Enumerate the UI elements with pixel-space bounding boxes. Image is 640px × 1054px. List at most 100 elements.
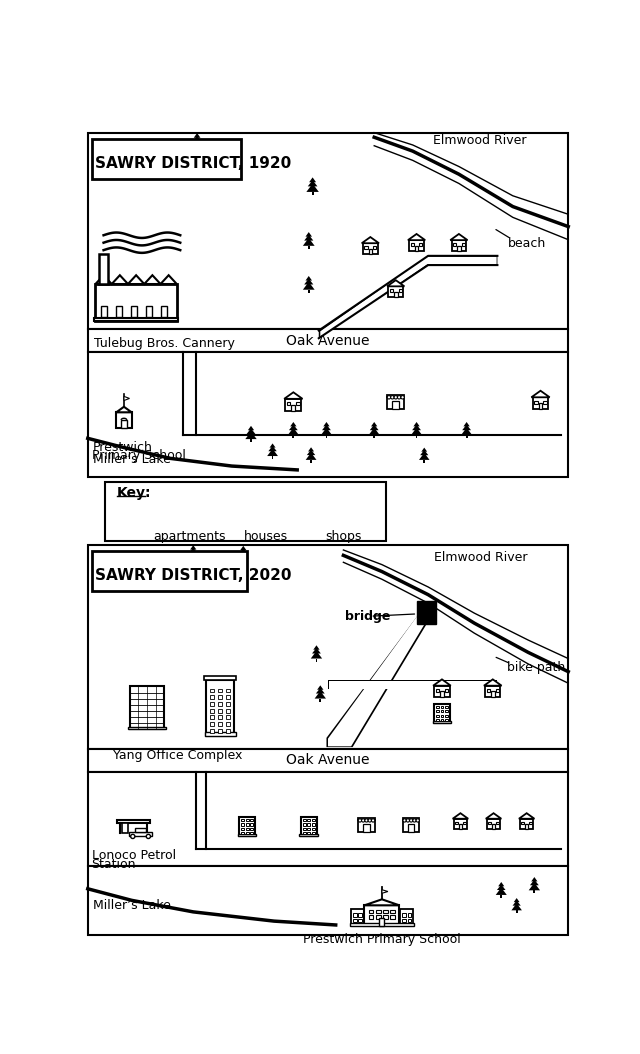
Bar bbox=[358, 820, 374, 832]
Bar bbox=[121, 419, 127, 428]
Polygon shape bbox=[189, 548, 198, 553]
Bar bbox=[400, 909, 413, 925]
Circle shape bbox=[416, 819, 419, 822]
Bar bbox=[522, 821, 524, 824]
Polygon shape bbox=[287, 428, 299, 435]
Text: Oak Avenue: Oak Avenue bbox=[286, 333, 370, 348]
Bar bbox=[241, 832, 244, 835]
Bar bbox=[488, 821, 491, 824]
Bar bbox=[365, 905, 399, 925]
Circle shape bbox=[397, 395, 401, 399]
Polygon shape bbox=[284, 392, 303, 398]
Bar bbox=[390, 915, 395, 918]
Bar bbox=[466, 435, 468, 438]
Bar bbox=[182, 532, 197, 534]
Bar bbox=[492, 824, 495, 828]
Polygon shape bbox=[322, 425, 331, 430]
Bar bbox=[88, 545, 568, 748]
Bar bbox=[241, 819, 244, 821]
Polygon shape bbox=[511, 903, 522, 911]
Bar bbox=[336, 525, 351, 534]
Polygon shape bbox=[496, 887, 507, 895]
Polygon shape bbox=[371, 422, 378, 427]
Polygon shape bbox=[317, 685, 323, 689]
Polygon shape bbox=[188, 551, 199, 559]
Bar bbox=[218, 688, 222, 692]
Bar bbox=[463, 821, 466, 824]
Bar bbox=[424, 460, 425, 463]
Bar bbox=[312, 827, 315, 829]
Circle shape bbox=[362, 819, 365, 822]
Bar bbox=[411, 243, 414, 247]
Bar bbox=[287, 403, 291, 406]
Bar bbox=[380, 918, 384, 925]
Polygon shape bbox=[308, 180, 317, 187]
Bar bbox=[218, 716, 222, 719]
Bar bbox=[415, 435, 417, 438]
Bar bbox=[457, 246, 461, 251]
Bar bbox=[491, 691, 495, 697]
Text: Oak Avenue: Oak Avenue bbox=[286, 754, 370, 767]
Bar bbox=[188, 531, 191, 533]
Polygon shape bbox=[312, 648, 321, 653]
Text: Primary School: Primary School bbox=[92, 449, 186, 462]
Polygon shape bbox=[463, 422, 470, 427]
Polygon shape bbox=[323, 422, 330, 427]
Bar bbox=[451, 240, 467, 251]
Bar bbox=[434, 704, 450, 723]
Bar bbox=[184, 521, 187, 523]
Polygon shape bbox=[462, 425, 471, 430]
Bar bbox=[538, 404, 543, 409]
Bar bbox=[403, 913, 406, 917]
Bar bbox=[101, 306, 107, 316]
Polygon shape bbox=[190, 545, 196, 549]
Bar bbox=[454, 819, 467, 828]
Bar bbox=[399, 290, 402, 293]
Polygon shape bbox=[329, 681, 497, 688]
Bar bbox=[130, 686, 164, 729]
Polygon shape bbox=[138, 144, 148, 151]
Polygon shape bbox=[419, 453, 429, 460]
Bar bbox=[459, 824, 462, 828]
Bar bbox=[105, 483, 386, 541]
Bar bbox=[308, 246, 310, 249]
Bar bbox=[307, 827, 310, 829]
Bar bbox=[196, 148, 198, 151]
Bar bbox=[183, 519, 196, 534]
Bar bbox=[146, 306, 152, 316]
Bar bbox=[92, 551, 247, 591]
Bar bbox=[88, 133, 568, 329]
Polygon shape bbox=[321, 428, 332, 435]
Bar bbox=[364, 823, 370, 832]
Polygon shape bbox=[365, 899, 399, 905]
Bar bbox=[440, 691, 444, 697]
Text: shops: shops bbox=[325, 529, 362, 543]
Bar bbox=[99, 254, 108, 284]
Polygon shape bbox=[194, 133, 200, 138]
Circle shape bbox=[390, 395, 394, 399]
Bar bbox=[312, 192, 314, 195]
Polygon shape bbox=[191, 139, 203, 148]
Bar bbox=[303, 819, 305, 821]
Circle shape bbox=[403, 819, 406, 822]
Text: Lonoco Petrol: Lonoco Petrol bbox=[92, 848, 176, 862]
Bar bbox=[122, 823, 128, 834]
Bar bbox=[529, 821, 532, 824]
Circle shape bbox=[410, 819, 413, 822]
Bar bbox=[88, 329, 568, 352]
Bar bbox=[116, 412, 132, 428]
Bar bbox=[445, 715, 448, 717]
Bar bbox=[383, 910, 388, 913]
Bar bbox=[383, 915, 388, 918]
Bar bbox=[534, 401, 538, 404]
Bar bbox=[226, 716, 230, 719]
Bar bbox=[250, 440, 252, 443]
Polygon shape bbox=[140, 141, 147, 147]
Text: Elmwood River: Elmwood River bbox=[435, 551, 528, 564]
Bar bbox=[543, 401, 547, 404]
Polygon shape bbox=[138, 555, 148, 563]
Bar bbox=[440, 706, 444, 708]
Circle shape bbox=[394, 395, 397, 399]
Polygon shape bbox=[307, 183, 319, 192]
Text: houses: houses bbox=[244, 529, 289, 543]
